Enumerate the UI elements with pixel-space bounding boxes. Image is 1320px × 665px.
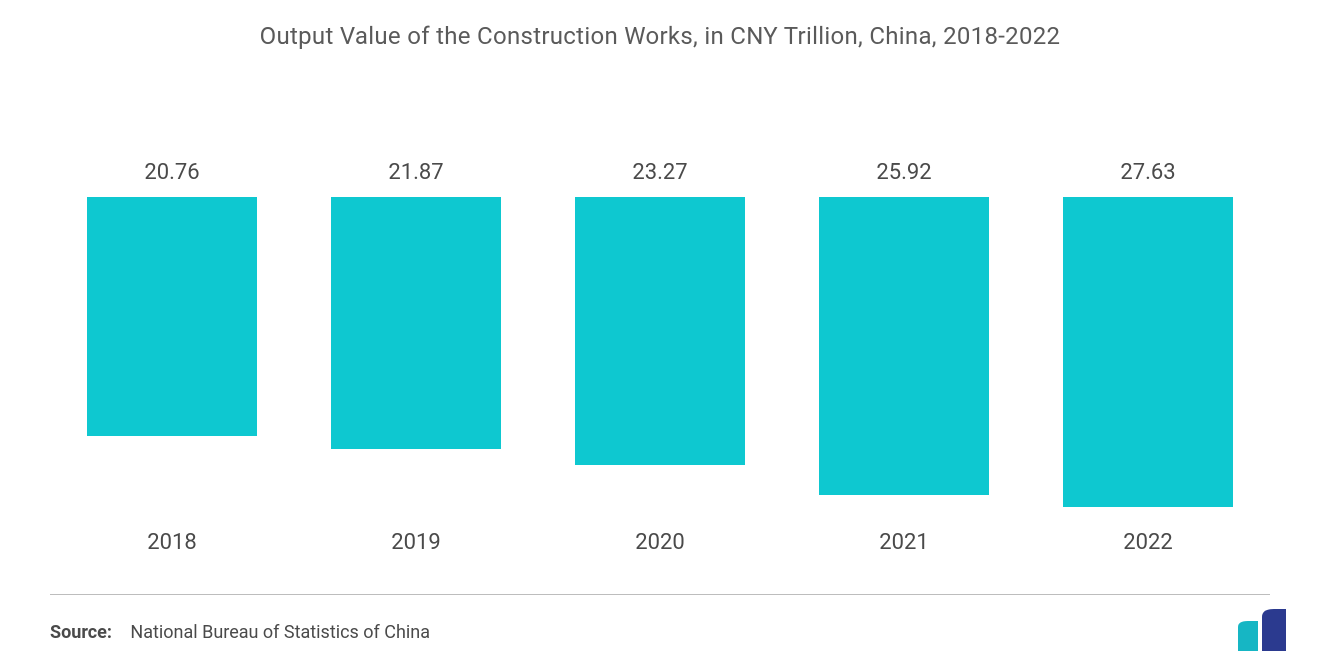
bar-rect <box>87 197 257 436</box>
bar-slot: 25.92 <box>782 160 1026 507</box>
chart-container: Output Value of the Construction Works, … <box>0 0 1320 665</box>
x-axis: 20182019202020212022 <box>50 516 1270 555</box>
bar-rect <box>331 197 501 449</box>
x-axis-baseline <box>50 506 1270 507</box>
bar-rect <box>819 197 989 495</box>
bar-value-label: 27.63 <box>1120 160 1175 185</box>
plot-area: 20.76 21.87 23.27 25.92 27.63 <box>50 160 1270 507</box>
brand-logo <box>1234 609 1290 651</box>
bar-value-label: 21.87 <box>388 160 443 185</box>
source-row: Source: National Bureau of Statistics of… <box>50 622 430 643</box>
source-label: Source: <box>50 622 112 643</box>
bar-value-label: 23.27 <box>632 160 687 185</box>
bar-value-label: 20.76 <box>144 160 199 185</box>
bar-value-label: 25.92 <box>876 160 931 185</box>
bar-slot: 20.76 <box>50 160 294 507</box>
source-text: National Bureau of Statistics of China <box>130 622 430 643</box>
bar-slot: 21.87 <box>294 160 538 507</box>
chart-title: Output Value of the Construction Works, … <box>0 22 1320 50</box>
bar-slot: 27.63 <box>1026 160 1270 507</box>
bar-rect <box>1063 197 1233 507</box>
bar-rect <box>575 197 745 465</box>
x-axis-tick: 2022 <box>1026 516 1270 555</box>
footer-divider <box>50 594 1270 595</box>
bar-slot: 23.27 <box>538 160 782 507</box>
x-axis-tick: 2021 <box>782 516 1026 555</box>
x-axis-tick: 2019 <box>294 516 538 555</box>
x-axis-tick: 2018 <box>50 516 294 555</box>
x-axis-tick: 2020 <box>538 516 782 555</box>
